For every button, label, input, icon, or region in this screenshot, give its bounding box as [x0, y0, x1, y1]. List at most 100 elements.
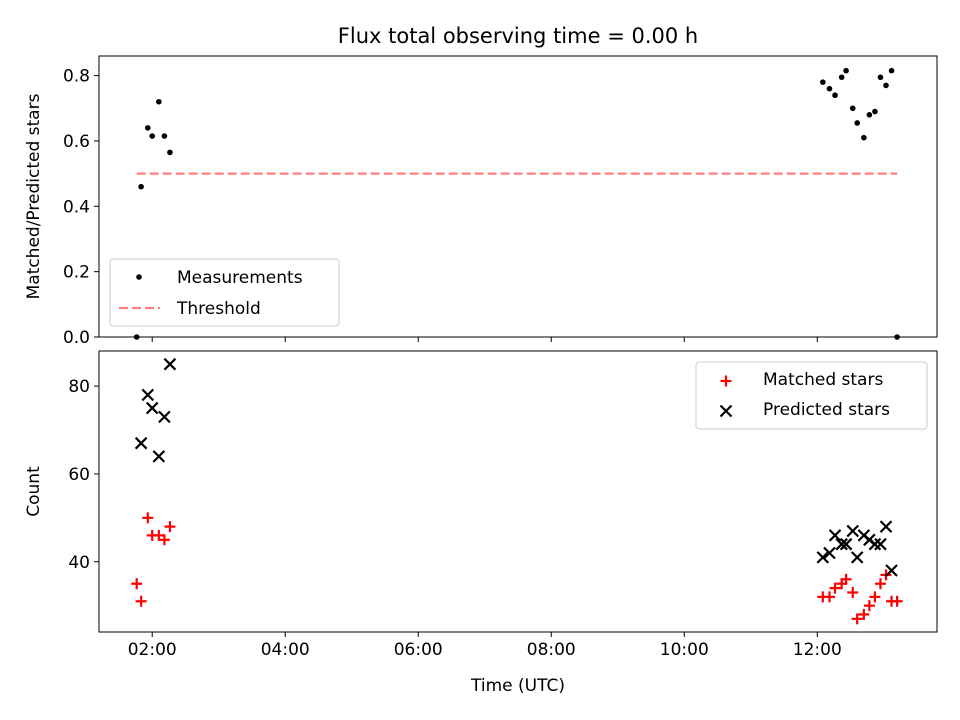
predicted-star-stroke	[145, 401, 159, 415]
predicted-star-stroke	[879, 520, 893, 533]
predicted-star-stroke	[846, 524, 860, 538]
x-tick-label: 02:00	[128, 640, 177, 660]
predicted-star-point	[874, 537, 887, 551]
legend-marker-measurements	[136, 274, 142, 280]
predicted-star-stroke	[868, 537, 882, 551]
y-tick-label: 40	[68, 553, 90, 573]
measurement-point	[156, 98, 162, 105]
legend-label-matched: Matched stars	[763, 370, 883, 390]
predicted-star-stroke	[839, 537, 853, 551]
x-tick-label: 08:00	[527, 640, 576, 660]
measurement-point	[872, 108, 878, 115]
matched-star-point	[158, 534, 170, 546]
x-tick-label: 12:00	[793, 640, 842, 660]
measurement-point	[861, 134, 867, 141]
matched-star-point	[142, 512, 154, 524]
measurement-point	[838, 74, 845, 81]
measurement-point	[138, 183, 144, 190]
measurement-point	[826, 85, 833, 92]
predicted-star-stroke	[823, 546, 836, 560]
y-axis-label: Count	[24, 466, 44, 517]
predicted-star-point	[885, 564, 898, 577]
measurement-point	[144, 125, 151, 131]
measurement-point	[866, 112, 873, 118]
predicted-star-point	[828, 529, 842, 542]
legend-box-2	[695, 361, 928, 430]
predicted-star-stroke	[874, 537, 887, 551]
predicted-star-stroke	[850, 551, 864, 564]
legend-box-1	[109, 258, 340, 327]
legend-marker-predicted	[719, 404, 733, 418]
measurement-point	[877, 74, 884, 81]
matched-star-point	[131, 578, 143, 590]
legend-marker-predicted-b	[719, 404, 733, 418]
x-tick-label: 04:00	[261, 640, 310, 660]
matched-star-point	[823, 591, 835, 603]
measurement-point	[843, 67, 849, 74]
y-tick-label: 0.4	[63, 197, 90, 217]
axes-frame-2	[98, 350, 938, 633]
measurement-point	[149, 133, 156, 139]
y-tick-label: 0.8	[63, 67, 90, 87]
predicted-star-point	[163, 357, 177, 371]
predicted-star-point	[158, 410, 171, 424]
predicted-star-stroke	[835, 537, 848, 551]
y-tick-label: 0.2	[63, 263, 90, 283]
y-axis-label: Matched/Predicted stars	[24, 93, 44, 299]
measurement-point	[133, 334, 140, 340]
matched-star-point	[840, 573, 852, 585]
measurement-point	[167, 149, 173, 156]
matched-star-point	[891, 595, 903, 607]
legend-label-predicted: Predicted stars	[763, 400, 890, 420]
predicted-star-point	[823, 546, 836, 560]
measurement-point	[161, 133, 168, 139]
matched-star-point	[829, 582, 841, 594]
matched-star-point	[851, 613, 863, 625]
predicted-star-point	[141, 388, 155, 402]
matched-star-point	[869, 591, 881, 603]
matched-star-point	[858, 608, 870, 620]
measurement-point	[894, 334, 900, 340]
measurement-point	[854, 120, 860, 126]
predicted-star-stroke	[141, 388, 155, 402]
legend-label-threshold: Threshold	[176, 299, 261, 319]
predicted-star-stroke	[828, 529, 842, 542]
matched-star-point	[874, 578, 886, 590]
y-tick-label: 0.6	[63, 132, 90, 152]
matched-star-point	[863, 600, 875, 612]
predicted-star-point	[846, 524, 860, 538]
x-tick-label: 06:00	[394, 640, 443, 660]
predicted-star-point	[879, 520, 893, 533]
predicted-star-stroke	[152, 450, 166, 463]
predicted-star-stroke	[885, 564, 898, 577]
y-tick-label: 80	[68, 377, 90, 397]
y-tick-label: 0.0	[63, 328, 90, 348]
predicted-star-point	[835, 537, 848, 551]
predicted-star-stroke	[816, 551, 830, 564]
y-tick-label: 60	[68, 465, 90, 485]
measurement-point	[888, 67, 895, 74]
legend-marker-matched	[720, 375, 732, 387]
predicted-star-stroke	[158, 410, 171, 424]
predicted-star-point	[839, 537, 853, 551]
matched-star-point	[135, 595, 147, 607]
predicted-star-point	[145, 401, 159, 415]
matched-star-point	[847, 586, 859, 598]
predicted-star-point	[816, 551, 830, 564]
x-axis-label: Time (UTC)	[470, 676, 565, 696]
measurement-point	[820, 79, 826, 85]
matched-star-point	[153, 529, 165, 541]
predicted-star-point	[850, 551, 864, 564]
axes-frame-1	[98, 55, 938, 338]
predicted-star-point	[134, 436, 148, 450]
x-tick-label: 10:00	[660, 640, 709, 660]
measurement-point	[849, 105, 856, 112]
legend-label-measurements: Measurements	[177, 268, 303, 288]
predicted-star-stroke	[134, 436, 148, 450]
measurement-point	[883, 82, 889, 89]
predicted-star-stroke	[163, 357, 177, 371]
predicted-star-point	[868, 537, 882, 551]
measurement-point	[832, 92, 838, 99]
predicted-star-point	[152, 450, 166, 463]
